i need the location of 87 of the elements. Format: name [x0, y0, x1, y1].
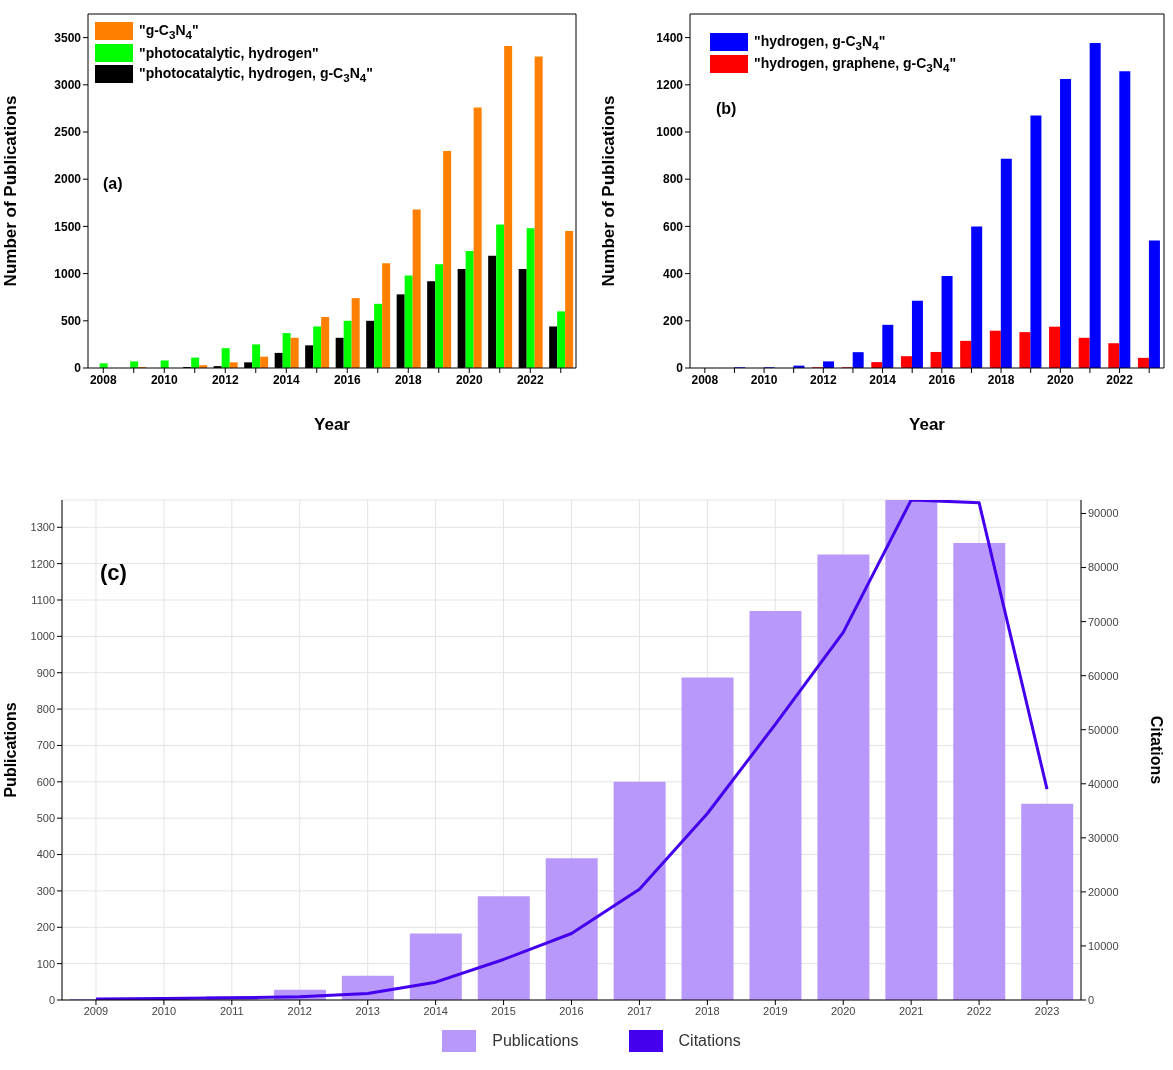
y-tick-label: 1200: [656, 78, 684, 93]
x-tick-label: 2016: [333, 372, 361, 387]
y2-tick-label: 90000: [1088, 507, 1119, 520]
x-tick-label: 2023: [1034, 1004, 1060, 1017]
y-tick-label: 0: [676, 361, 684, 376]
legend-label: Citations: [678, 1032, 741, 1050]
y-tick-label: 400: [36, 848, 55, 861]
x-tick-label: 2018: [987, 372, 1015, 387]
x-tick-label: 2014: [423, 1004, 448, 1017]
y-axis-title: Number of Publications: [1, 95, 21, 287]
x-axis-title: Year: [909, 415, 946, 434]
y-tick-label: 1000: [656, 125, 684, 140]
legend-label: "photocatalytic, hydrogen, g-C$_{3}$N$_{4}$": [139, 64, 373, 84]
legend-label: "g-C$_{3}$N$_{4}$": [139, 22, 199, 41]
y-tick-label: 100: [36, 957, 55, 970]
x-tick-label: 2020: [830, 1004, 856, 1017]
x-tick-label: 2016: [928, 372, 956, 387]
y-tick-label: 3000: [54, 78, 82, 93]
y-tick-label: 2000: [54, 172, 82, 187]
y2-tick-label: 30000: [1088, 831, 1119, 844]
x-tick-label: 2015: [491, 1004, 516, 1017]
y-tick-label: 900: [36, 666, 55, 679]
x-tick-label: 2013: [355, 1004, 380, 1017]
y2-tick-label: 10000: [1088, 939, 1119, 952]
x-tick-label: 2020: [1046, 372, 1074, 387]
y2-tick-label: 0: [1088, 993, 1095, 1006]
x-tick-label: 2010: [750, 372, 778, 387]
y-axis-title: Number of Publications: [599, 95, 619, 287]
y-tick-label: 800: [36, 703, 55, 715]
y-tick-label: 300: [36, 884, 55, 897]
x-tick-label: 2011: [220, 1004, 244, 1017]
annotation: (a): [103, 175, 123, 193]
x-tick-label: 2017: [627, 1004, 652, 1017]
y-tick-label: 3500: [54, 30, 82, 45]
legend-label: "photocatalytic, hydrogen": [139, 44, 319, 61]
y-tick-label: 1000: [54, 266, 82, 281]
x-tick-label: 2022: [1106, 372, 1134, 387]
x-tick-label: 2014: [272, 372, 300, 387]
y-tick-label: 700: [36, 739, 55, 752]
y2-tick-label: 70000: [1088, 615, 1119, 628]
x-tick-label: 2022: [516, 372, 544, 387]
y-tick-label: 1500: [54, 219, 82, 234]
x-tick-label: 2022: [966, 1004, 992, 1017]
y2-axis-title: Citations: [1148, 715, 1166, 785]
y2-tick-label: 20000: [1088, 885, 1119, 898]
x-tick-label: 2010: [150, 372, 178, 387]
y2-tick-label: 60000: [1088, 669, 1119, 682]
y-tick-label: 200: [662, 314, 684, 329]
x-tick-label: 2009: [83, 1004, 109, 1017]
annotation: (b): [716, 100, 737, 118]
y-tick-label: 600: [662, 219, 684, 234]
y-tick-label: 400: [662, 266, 684, 281]
x-tick-label: 2020: [455, 372, 483, 387]
legend-label: Publications: [492, 1032, 579, 1050]
y-tick-label: 0: [74, 361, 82, 376]
y-tick-label: 0: [48, 993, 55, 1006]
y-tick-label: 2500: [54, 125, 82, 140]
x-tick-label: 2012: [211, 372, 239, 387]
x-tick-label: 2010: [151, 1004, 177, 1017]
y-tick-label: 500: [36, 812, 55, 825]
x-tick-label: 2012: [809, 372, 837, 387]
x-tick-label: 2012: [287, 1004, 313, 1017]
x-tick-label: 2008: [691, 372, 719, 387]
y-tick-label: 1300: [30, 521, 55, 534]
x-tick-label: 2018: [394, 372, 422, 387]
x-tick-label: 2021: [898, 1004, 924, 1017]
x-tick-label: 2018: [695, 1004, 720, 1017]
x-tick-label: 2019: [763, 1004, 788, 1017]
x-tick-label: 2008: [89, 372, 117, 387]
y-tick-label: 1400: [656, 30, 684, 45]
x-axis-title: Year: [314, 415, 351, 434]
y-tick-label: 1200: [30, 557, 55, 570]
y-tick-label: 500: [60, 314, 82, 329]
legend-label: "hydrogen, g-C$_{3}$N$_{4}$": [754, 33, 886, 52]
x-tick-label: 2014: [869, 372, 897, 387]
y-tick-label: 1100: [31, 593, 55, 606]
y2-tick-label: 80000: [1088, 561, 1119, 574]
y2-tick-label: 50000: [1088, 723, 1119, 736]
y-tick-label: 800: [662, 172, 684, 187]
y-axis-title: Publications: [1, 702, 19, 798]
y-tick-label: 600: [36, 775, 55, 788]
legend-label: "hydrogen, graphene, g-C$_{3}$N$_{4}$": [754, 54, 957, 74]
y-tick-label: 1000: [30, 630, 55, 643]
y2-tick-label: 40000: [1088, 777, 1119, 790]
x-tick-label: 2016: [559, 1004, 584, 1017]
y-tick-label: 200: [36, 921, 55, 934]
annotation: (c): [100, 560, 127, 586]
